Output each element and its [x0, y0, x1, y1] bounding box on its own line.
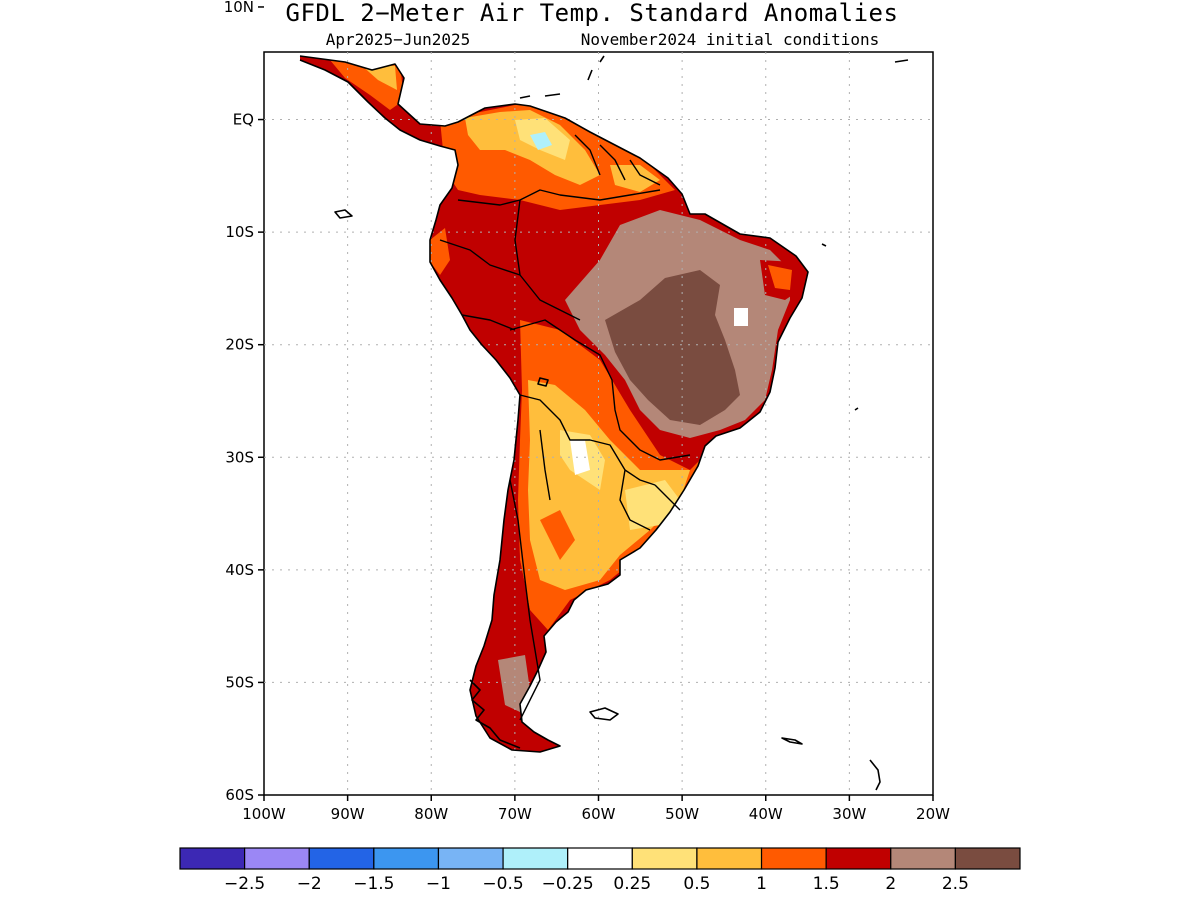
- longitude-axis: 100W 90W 80W 70W 60W 50W 40W 30W 20W: [242, 795, 950, 823]
- lon-tick-label: 80W: [414, 805, 448, 823]
- colorbar-swatch: [308, 847, 375, 870]
- lat-tick-label: 60S: [225, 786, 254, 804]
- colorbar-swatch: [890, 847, 956, 870]
- lon-tick-label: 100W: [242, 805, 286, 823]
- lat-tick-label: 30S: [225, 448, 254, 466]
- colorbar-label: −1: [426, 874, 451, 894]
- lake-titicaca: [537, 377, 549, 387]
- lat-tick-label: 40S: [225, 561, 254, 579]
- south-america-coastline: [299, 55, 809, 753]
- colorbar-swatch: [954, 847, 1021, 870]
- lon-tick-label: 90W: [331, 805, 365, 823]
- colorbar-label: −0.25: [542, 874, 594, 894]
- colorbar-swatch: [760, 847, 827, 870]
- colorbar-swatch: [373, 847, 440, 870]
- lat-tick-label: EQ: [233, 111, 254, 129]
- colorbar-swatch: [567, 847, 633, 870]
- colorbar-label: 0.5: [683, 874, 710, 894]
- lat-tick-label: 50S: [225, 673, 254, 691]
- lat-tick-label: 10N: [224, 0, 254, 16]
- colorbar-label: 2: [885, 874, 896, 894]
- colorbar-label: 2.5: [942, 874, 969, 894]
- south-georgia: [781, 737, 803, 745]
- coastlines: [299, 55, 909, 791]
- galapagos: [334, 209, 353, 219]
- anomaly-colorbar: −2.5 −2 −1.5 −1 −0.5 −0.25 0.25 0.5 1 1.5 2 2.5: [179, 847, 1021, 894]
- lon-tick-label: 40W: [749, 805, 783, 823]
- map-subtitle-period: Apr2025−Jun2025: [326, 30, 471, 49]
- lon-tick-label: 20W: [916, 805, 950, 823]
- lat-tick-label: 10S: [225, 223, 254, 241]
- latitude-axis: 10N EQ 10S 20S 30S 40S 50S 60S: [224, 0, 264, 804]
- country-borders: [439, 134, 691, 721]
- colorbar-swatch: [502, 847, 569, 870]
- map-subtitle-init: November2024 initial conditions: [581, 30, 880, 49]
- colorbar-label: −1.5: [353, 874, 394, 894]
- colorbar-label: 0.25: [613, 874, 651, 894]
- colorbar-swatch: [631, 847, 698, 870]
- fernando-noronha: [821, 243, 859, 411]
- lon-tick-label: 30W: [832, 805, 866, 823]
- tierra-del-fuego-fjords: [469, 679, 521, 749]
- colorbar-label: −2: [297, 874, 322, 894]
- caribbean-islands: [519, 55, 909, 99]
- lon-tick-label: 50W: [665, 805, 699, 823]
- colorbar-label: 1.5: [813, 874, 840, 894]
- colorbar-swatch: [437, 847, 504, 870]
- colorbar-label: −0.5: [482, 874, 523, 894]
- colorbar-label: 1: [756, 874, 767, 894]
- map-title: GFDL 2−Meter Air Temp. Standard Anomalie…: [286, 0, 899, 27]
- colorbar-swatch: [825, 847, 892, 870]
- lon-tick-label: 70W: [498, 805, 532, 823]
- falkland-islands: [589, 707, 619, 721]
- lon-tick-label: 60W: [582, 805, 616, 823]
- tristan-islands: [869, 759, 881, 791]
- colorbar-label: −2.5: [224, 874, 265, 894]
- colorbar-swatch: [696, 847, 763, 870]
- colorbar-swatch: [179, 847, 246, 870]
- colorbar-swatch: [244, 847, 310, 870]
- lat-tick-label: 20S: [225, 336, 254, 354]
